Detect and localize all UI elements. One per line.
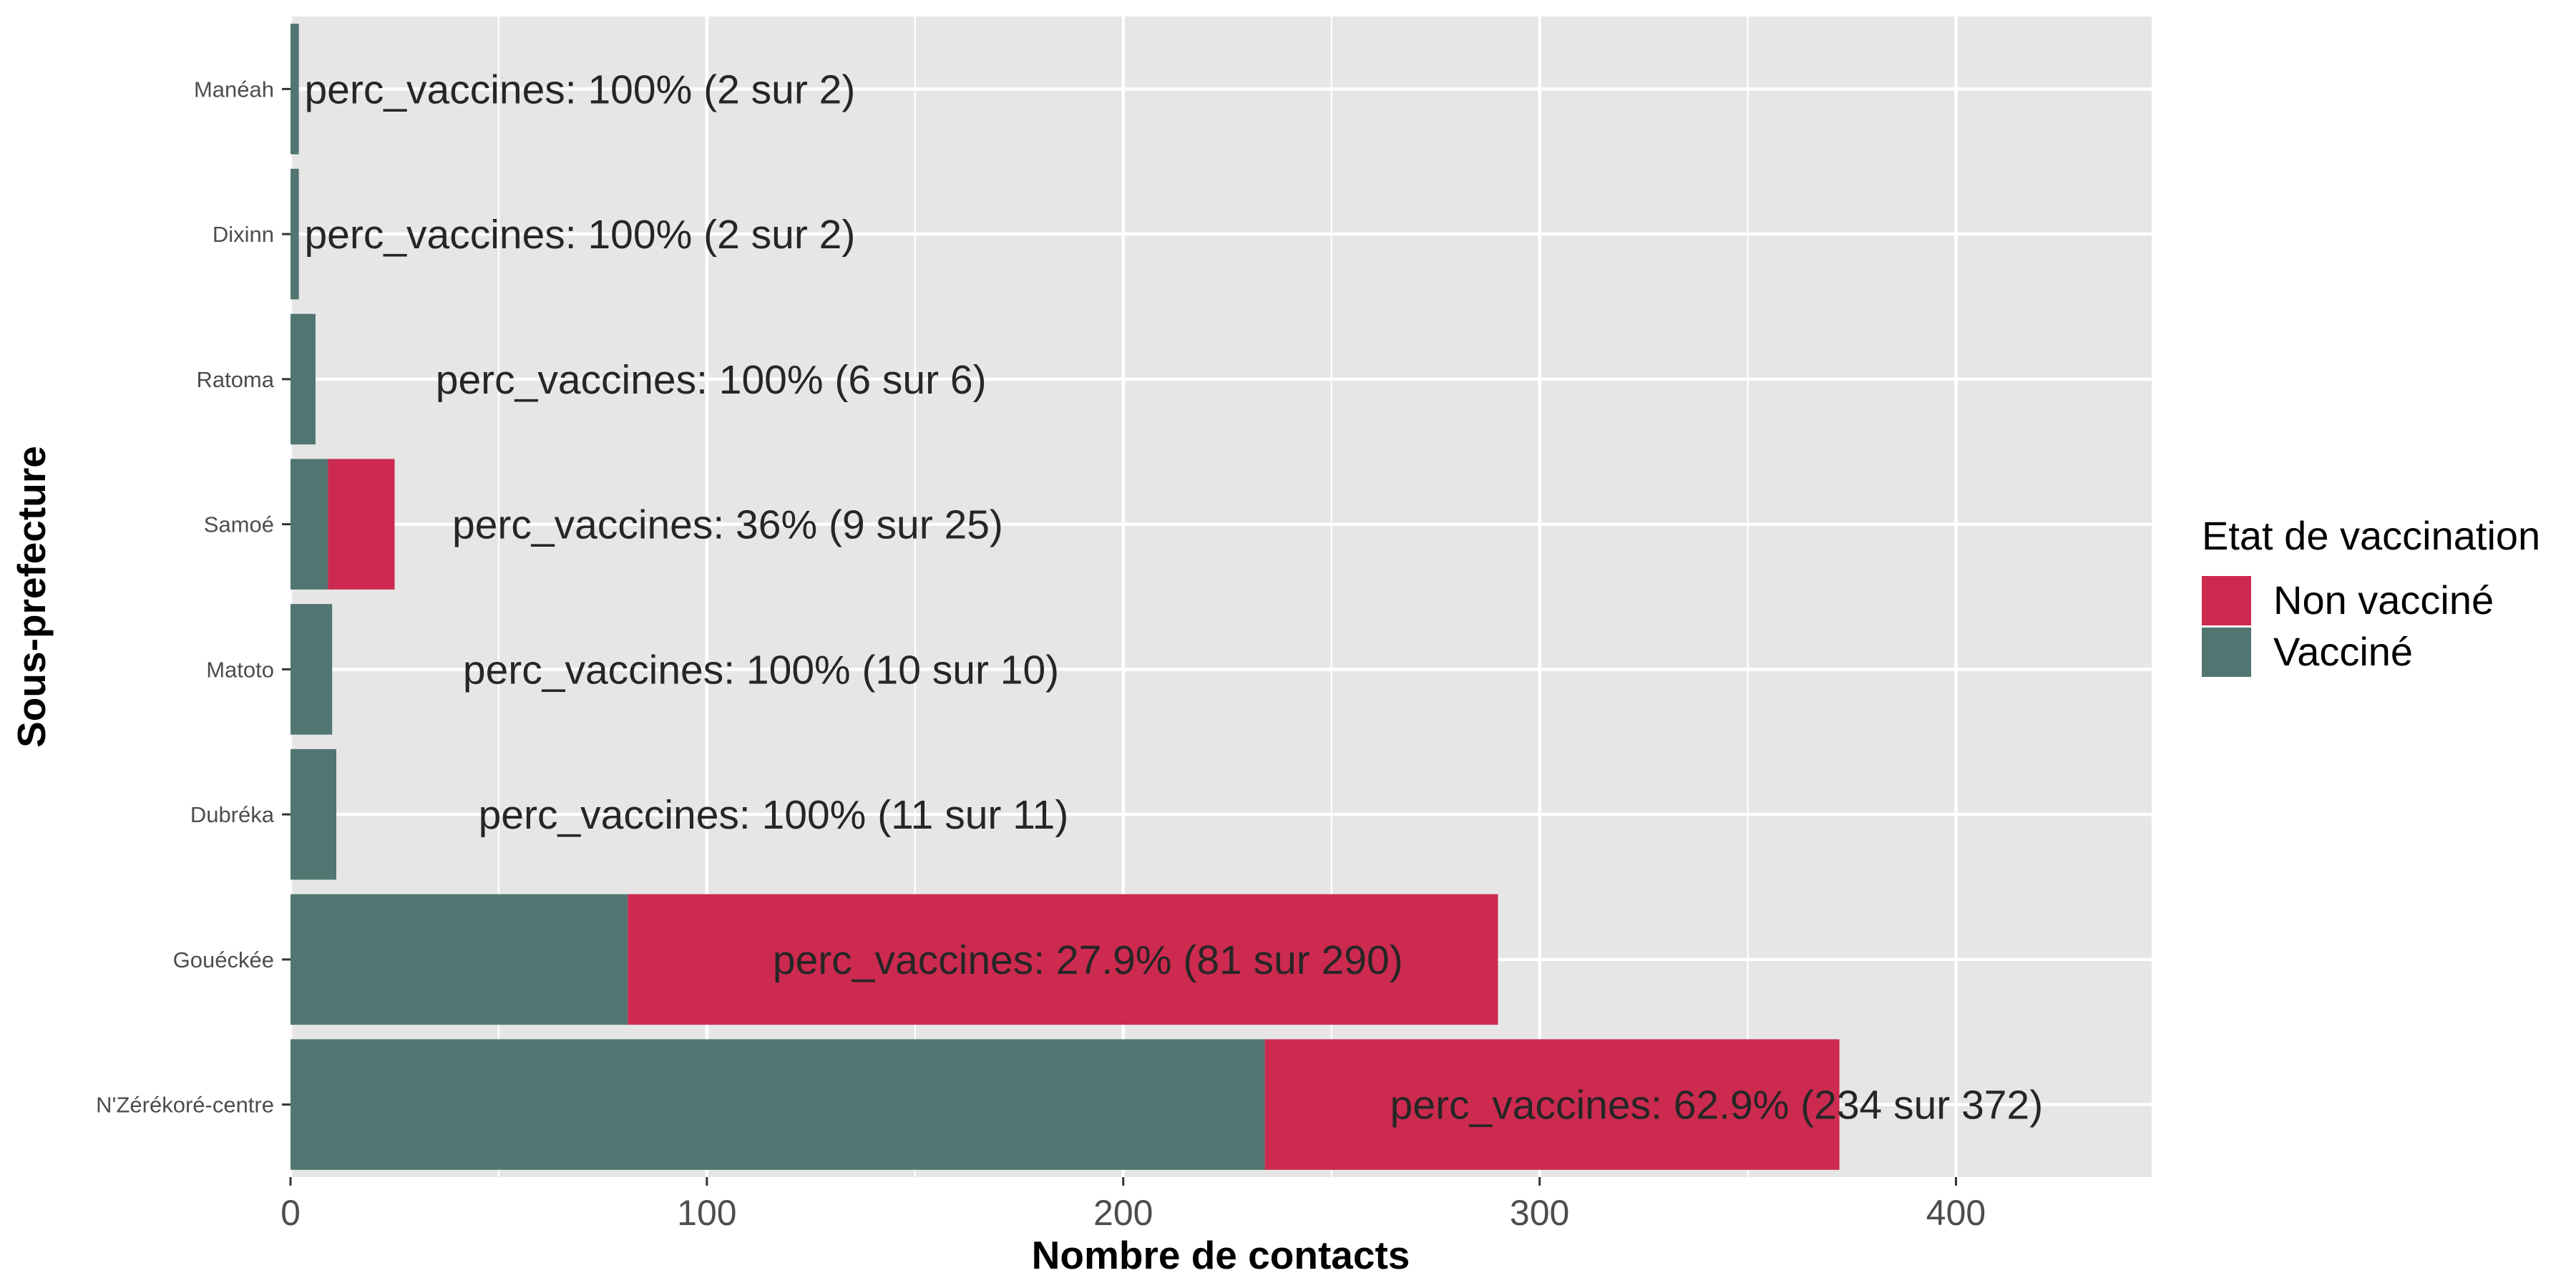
y-axis-title: Sous-prefecture [9,446,54,748]
legend-label-vaccine: Vacciné [2273,629,2413,674]
legend-label-non-vaccine: Non vacciné [2273,577,2494,623]
x-tick-label: 0 [280,1193,301,1233]
bar-vaccine-6 [291,894,628,1025]
legend-swatch-non-vaccine [2202,576,2251,625]
bar-value-label: perc_vaccines: 36% (9 sur 25) [452,502,1003,548]
bar-value-label: perc_vaccines: 62.9% (234 sur 372) [1390,1083,2044,1128]
bar-vaccine-3 [291,459,328,590]
bar-value-label: perc_vaccines: 100% (6 sur 6) [436,357,987,403]
bar-value-label: perc_vaccines: 27.9% (81 sur 290) [773,937,1403,983]
legend: Etat de vaccination Non vacciné Vacciné [2202,513,2540,677]
y-tick-label: Dubréka [190,802,275,827]
bar-non-vaccine-6 [628,894,1498,1025]
y-tick-label: Dixinn [213,222,274,247]
x-tick-label: 200 [1093,1193,1153,1233]
y-tick-label: Samoé [204,512,274,537]
y-tick-label: Gouéckée [173,947,274,972]
bar-vaccine-7 [291,1039,1265,1170]
y-tick-label: Matoto [206,657,274,682]
x-tick-label: 300 [1510,1193,1569,1233]
x-axis-ticks: 0 100 200 300 400 [280,1177,1986,1233]
bar-non-vaccine-3 [328,459,395,590]
bar-labels: perc_vaccines: 100% (2 sur 2) perc_vaccin… [304,67,2043,1128]
bar-vaccine-5 [291,748,337,880]
bar-value-label: perc_vaccines: 100% (11 sur 11) [479,792,1069,838]
bar-value-label: perc_vaccines: 100% (2 sur 2) [304,212,855,258]
bar-vaccine-2 [291,313,316,445]
x-axis-title: Nombre de contacts [1032,1233,1410,1277]
bar-value-label: perc_vaccines: 100% (10 sur 10) [463,647,1059,693]
y-tick-label: Ratoma [196,367,274,392]
legend-title: Etat de vaccination [2202,513,2540,558]
y-tick-label: Manéah [194,77,274,102]
bar-value-label: perc_vaccines: 100% (2 sur 2) [304,67,855,112]
bar-vaccine-4 [291,604,333,735]
y-tick-label: N'Zérékoré-centre [96,1093,274,1118]
x-tick-label: 100 [677,1193,736,1233]
legend-swatch-vaccine [2202,628,2251,677]
bars [291,24,1840,1170]
bar-vaccine-0 [291,24,299,155]
bar-non-vaccine-7 [1264,1039,1840,1170]
x-tick-label: 400 [1926,1193,1986,1233]
bar-vaccine-1 [291,168,299,300]
y-axis-tick-labels: Manéah Dixinn Ratoma Samoé Matoto Dubréka Goué… [96,77,291,1118]
